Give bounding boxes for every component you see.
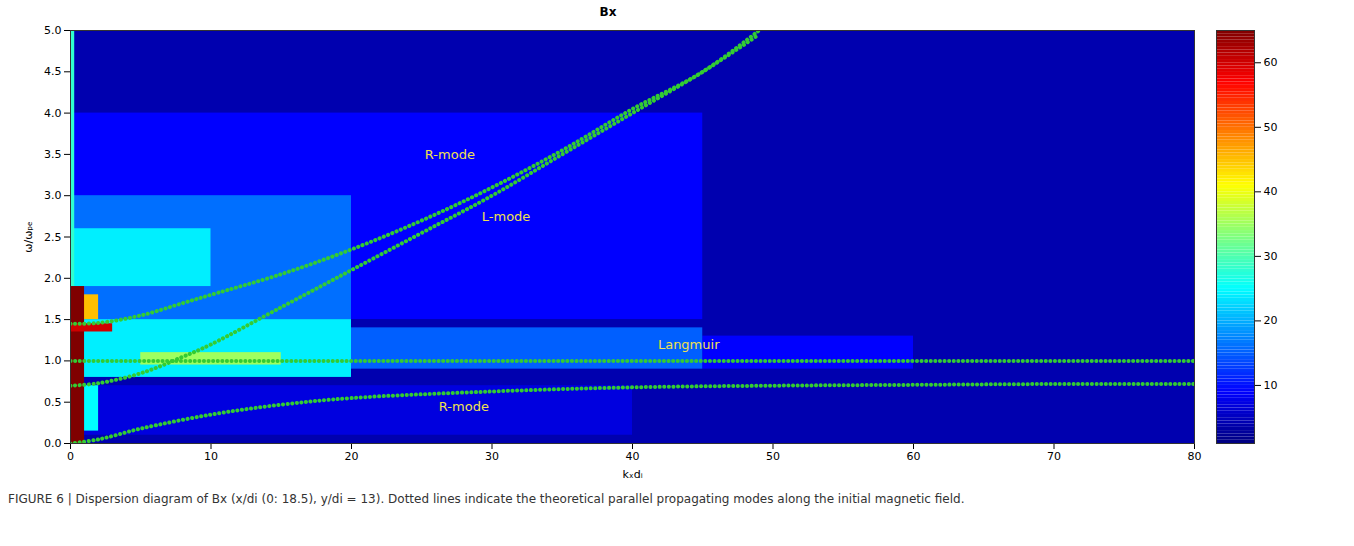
svg-text:20: 20 — [1264, 314, 1278, 327]
svg-text:0: 0 — [67, 450, 74, 463]
svg-text:R-mode: R-mode — [425, 147, 475, 162]
svg-text:70: 70 — [1047, 450, 1061, 463]
svg-text:R-mode: R-mode — [439, 398, 489, 413]
svg-text:kₓdᵢ: kₓdᵢ — [622, 468, 642, 481]
svg-text:4.5: 4.5 — [44, 65, 62, 78]
svg-text:60: 60 — [907, 450, 921, 463]
svg-text:40: 40 — [626, 450, 640, 463]
svg-text:0.5: 0.5 — [44, 396, 62, 409]
svg-text:30: 30 — [485, 450, 499, 463]
svg-text:3.5: 3.5 — [44, 148, 62, 161]
svg-text:50: 50 — [1264, 121, 1278, 134]
svg-text:1.0: 1.0 — [44, 354, 62, 367]
svg-text:60: 60 — [1264, 56, 1278, 69]
svg-text:10: 10 — [1264, 379, 1278, 392]
html-text:FIGURE 6 | Dispersion diagram: FIGURE 6 | Dispersion diagram of Bx (x/d… — [8, 492, 965, 506]
svg-text:20: 20 — [345, 450, 359, 463]
html-text:Bx: Bx — [599, 5, 617, 19]
svg-text:5.0: 5.0 — [44, 24, 62, 37]
svg-text:4.0: 4.0 — [44, 107, 62, 120]
svg-text:40: 40 — [1264, 185, 1278, 198]
svg-text:L-mode: L-mode — [482, 209, 531, 224]
svg-text:0.0: 0.0 — [44, 437, 62, 450]
svg-text:ω/ωₚₑ: ω/ωₚₑ — [22, 221, 35, 252]
svg-text:80: 80 — [1188, 450, 1202, 463]
svg-text:2.0: 2.0 — [44, 272, 62, 285]
svg-text:3.0: 3.0 — [44, 189, 62, 202]
svg-text:30: 30 — [1264, 250, 1278, 263]
svg-text:50: 50 — [766, 450, 780, 463]
svg-text:1.5: 1.5 — [44, 313, 62, 326]
svg-text:2.5: 2.5 — [44, 231, 62, 244]
svg-text:Langmuir: Langmuir — [658, 337, 720, 352]
svg-text:10: 10 — [204, 450, 218, 463]
